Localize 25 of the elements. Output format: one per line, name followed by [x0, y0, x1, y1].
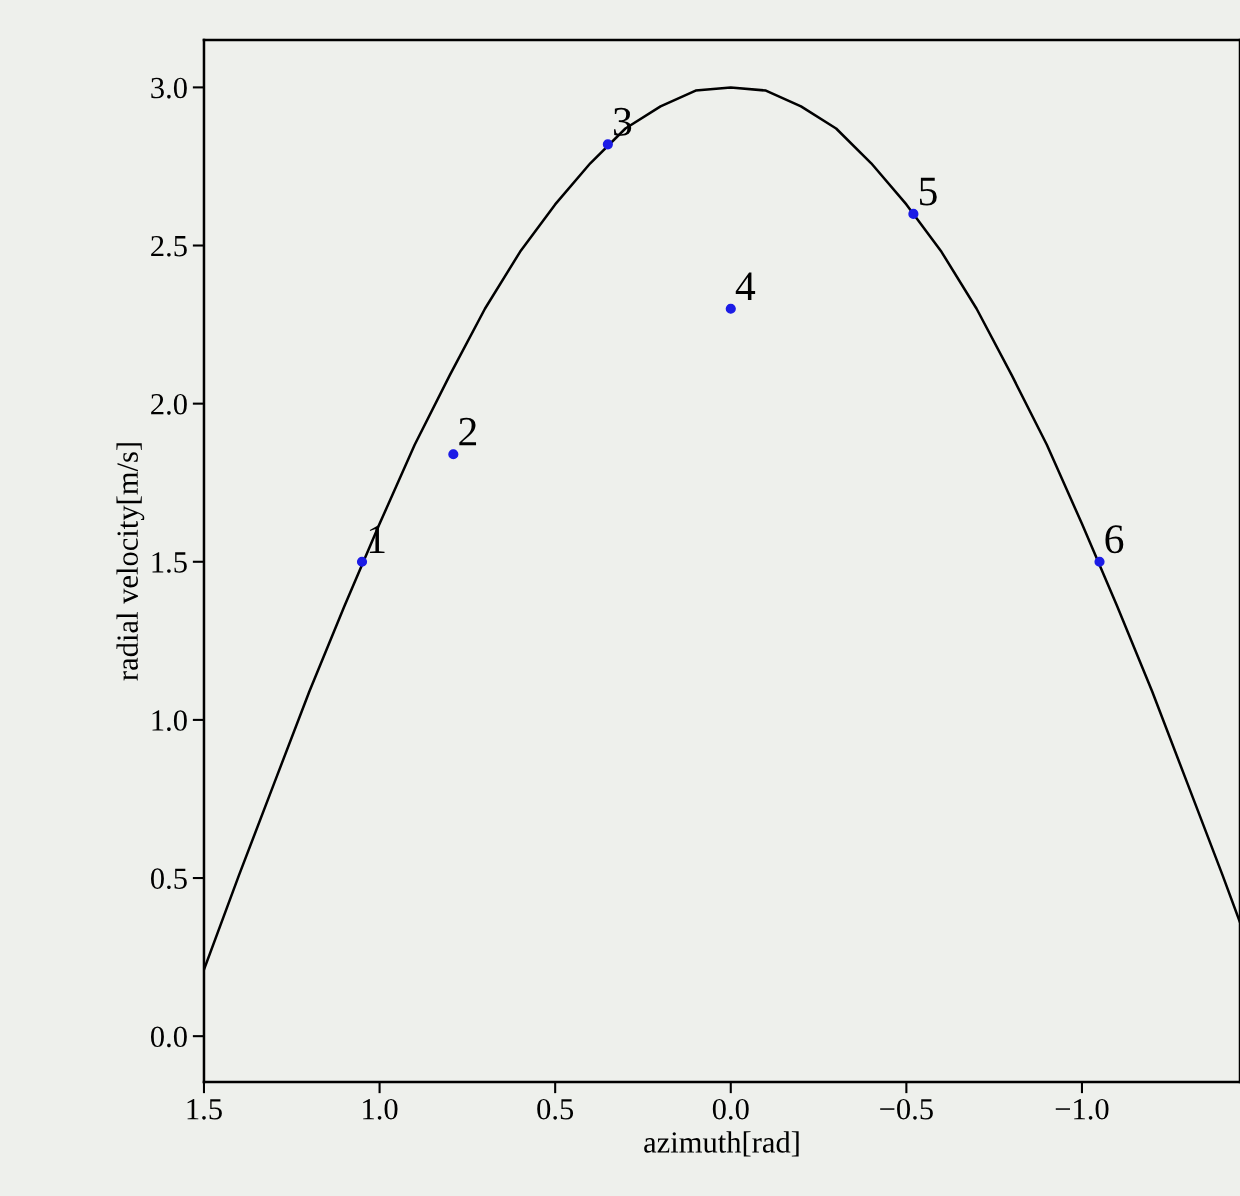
point [908, 208, 919, 219]
y-tick-label: 2.5 [151, 235, 187, 257]
point [725, 303, 736, 314]
y-tick-label: 0.0 [150, 1026, 187, 1048]
annotation: 4 [735, 272, 756, 300]
x-tick-label: 0.5 [537, 1098, 574, 1120]
point [602, 139, 613, 150]
x-tick-label: 1.0 [363, 1098, 398, 1120]
y-axis-title: radial velocity[m/s] [116, 443, 145, 681]
point [1094, 556, 1105, 567]
annotation: 6 [1105, 525, 1124, 554]
y-tick-label: 3.0 [151, 77, 187, 99]
y-tick-label: 2.0 [151, 393, 187, 415]
annotation: 5 [919, 177, 937, 206]
y-tick-label: 0.5 [150, 868, 187, 890]
x-tick-label: 0.0 [712, 1098, 749, 1120]
x-tick-label: −1.0 [1055, 1098, 1109, 1120]
x-axis-title: azimuth[rad] [644, 1131, 799, 1157]
point [356, 556, 368, 567]
x-tick-label: 1.5 [187, 1099, 222, 1120]
y-tick-label: 1.0 [152, 710, 187, 731]
point [448, 449, 459, 460]
y-tick-label: 1.5 [152, 552, 187, 573]
x-tick-label: −0.5 [880, 1098, 933, 1120]
annotation: 2 [459, 417, 477, 446]
